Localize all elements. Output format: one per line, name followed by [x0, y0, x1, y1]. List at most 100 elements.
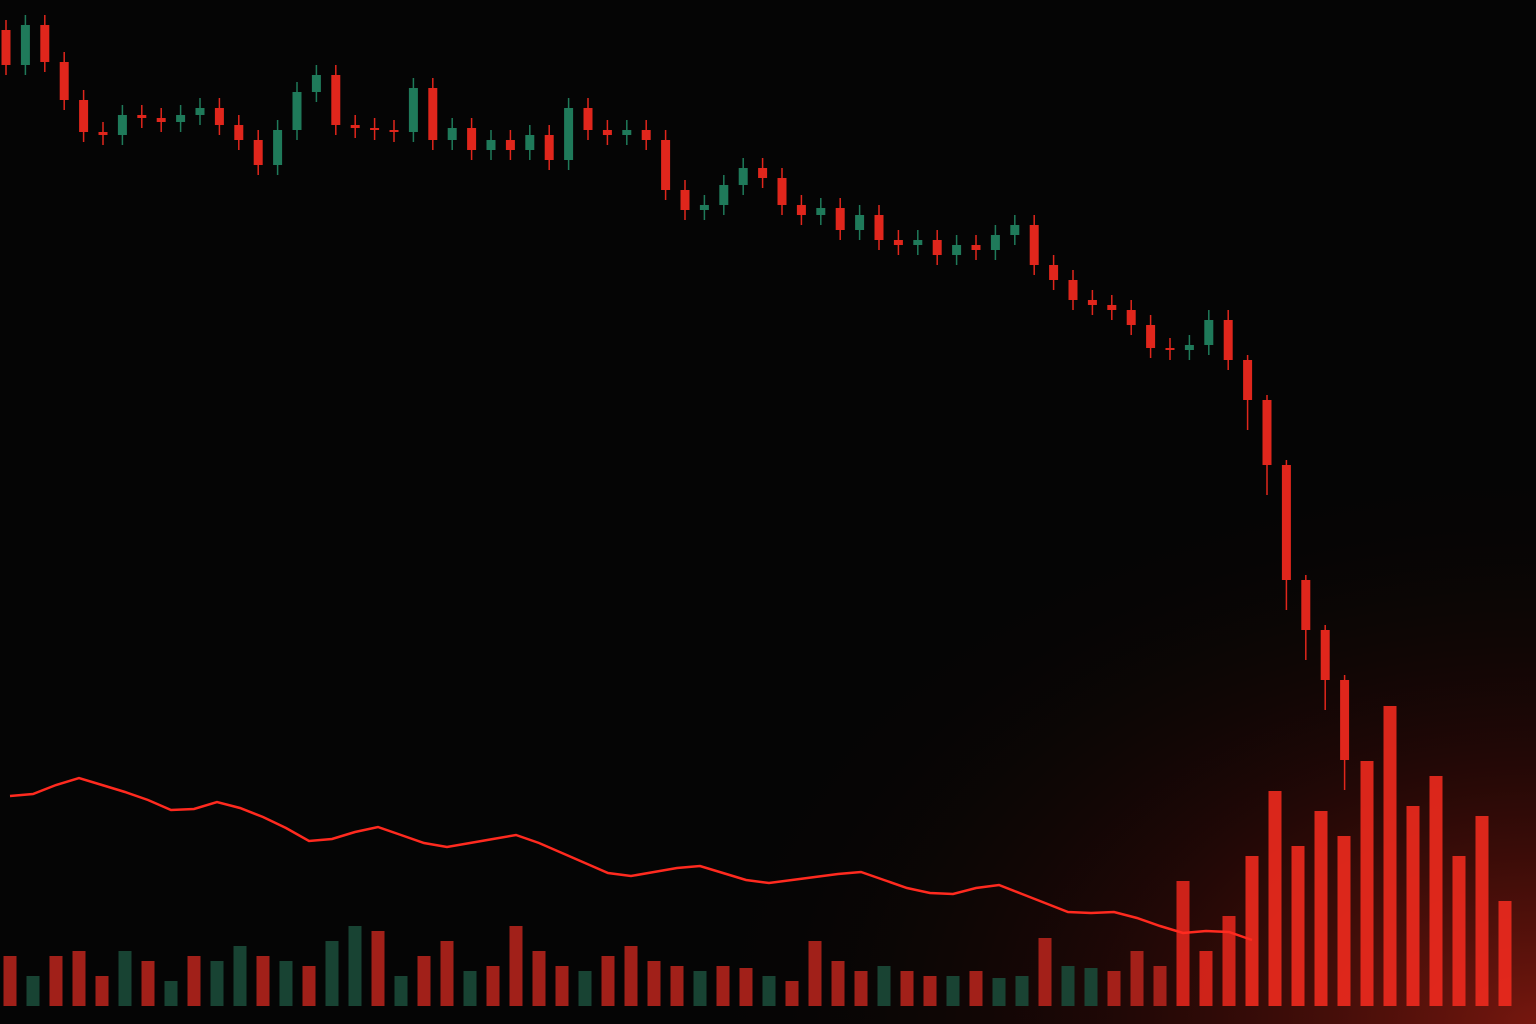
candle-body [253, 140, 263, 165]
volume-bar [95, 976, 109, 1006]
candle-body [680, 190, 690, 210]
volume-bar [1406, 806, 1420, 1006]
volume-bar [325, 941, 339, 1006]
candle-body [1340, 680, 1350, 760]
candle-body [447, 128, 457, 140]
candle-body [1107, 305, 1117, 310]
volume-bar [1314, 811, 1328, 1006]
volume-bar [1084, 968, 1098, 1006]
candle-body [661, 140, 671, 190]
volume-bar [1291, 846, 1305, 1006]
volume-bar [1153, 966, 1167, 1006]
volume-bar [3, 956, 17, 1006]
candle-body [1010, 225, 1020, 235]
volume-bar [348, 926, 362, 1006]
volume-bar [854, 971, 868, 1006]
volume-bar [670, 966, 684, 1006]
candle-body [777, 178, 787, 205]
candle-body [874, 215, 884, 240]
candle-body [1049, 265, 1059, 280]
candle-body [234, 125, 244, 140]
volume-bar [716, 966, 730, 1006]
candle-body [1184, 345, 1194, 350]
candle-body [1068, 280, 1078, 300]
candle-body [990, 235, 1000, 250]
candle-body [195, 108, 205, 115]
volume-bar [831, 961, 845, 1006]
candle-body [486, 140, 496, 150]
volume-bar [1268, 791, 1282, 1006]
candle-body [893, 240, 903, 245]
candle-body [370, 128, 380, 130]
candle-body [311, 75, 321, 92]
candle-body [544, 135, 554, 160]
candle-body [525, 135, 535, 150]
volume-bar [785, 981, 799, 1006]
volume-bar [279, 961, 293, 1006]
candle-body [1146, 325, 1156, 348]
volume-bar [371, 931, 385, 1006]
volume-bar [624, 946, 638, 1006]
volume-bar [578, 971, 592, 1006]
volume-bar [417, 956, 431, 1006]
volume-bar [946, 976, 960, 1006]
volume-bar [1199, 951, 1213, 1006]
volume-bar [440, 941, 454, 1006]
candle-body [932, 240, 942, 255]
candle-body [20, 25, 30, 65]
candle-body [583, 108, 593, 130]
line [9, 776, 1253, 942]
volume-bar [1360, 761, 1374, 1006]
volume-bar [923, 976, 937, 1006]
candle-body [564, 108, 574, 160]
volume-bar [49, 956, 63, 1006]
candle-body [1204, 320, 1214, 345]
candle-body [273, 130, 283, 165]
volume-bar [555, 966, 569, 1006]
candle-body [350, 125, 360, 128]
candle-body [98, 132, 108, 135]
volume-bar [532, 951, 546, 1006]
candle-body [467, 128, 477, 150]
candle-body [855, 215, 865, 230]
candle-body [1243, 360, 1253, 400]
volume-bar [141, 961, 155, 1006]
candle-body [719, 185, 729, 205]
volume-bar [1245, 856, 1259, 1006]
candle-body [1165, 348, 1175, 350]
volume-bar [1038, 938, 1052, 1006]
volume-bar [1383, 706, 1397, 1006]
volume-bar [210, 961, 224, 1006]
candle-body [952, 245, 962, 255]
volume-bar [1130, 951, 1144, 1006]
candle-body [971, 245, 981, 250]
candle-body [758, 168, 768, 178]
volume-bar [1222, 916, 1236, 1006]
volume-bar [256, 956, 270, 1006]
candle-body [1320, 630, 1330, 680]
candle-body [40, 25, 50, 62]
volume-bar [1475, 816, 1489, 1006]
volume-bar [1452, 856, 1466, 1006]
volume-bar [762, 976, 776, 1006]
volume-bar [992, 978, 1006, 1006]
volume-bar [1337, 836, 1351, 1006]
volume-bar [969, 971, 983, 1006]
candle-body [738, 168, 748, 185]
volume-bar [302, 966, 316, 1006]
volume-bar [693, 971, 707, 1006]
volume-bar [187, 956, 201, 1006]
volume-bar [394, 976, 408, 1006]
candle-body [699, 205, 709, 210]
candle-body [816, 208, 826, 215]
candle-body [1087, 300, 1097, 305]
candle-body [428, 88, 438, 140]
volume-bar [601, 956, 615, 1006]
candle-body [622, 130, 632, 135]
volume-bar [1498, 901, 1512, 1006]
candle-body [602, 130, 612, 135]
candle-body [331, 75, 341, 125]
volume-bar [647, 961, 661, 1006]
